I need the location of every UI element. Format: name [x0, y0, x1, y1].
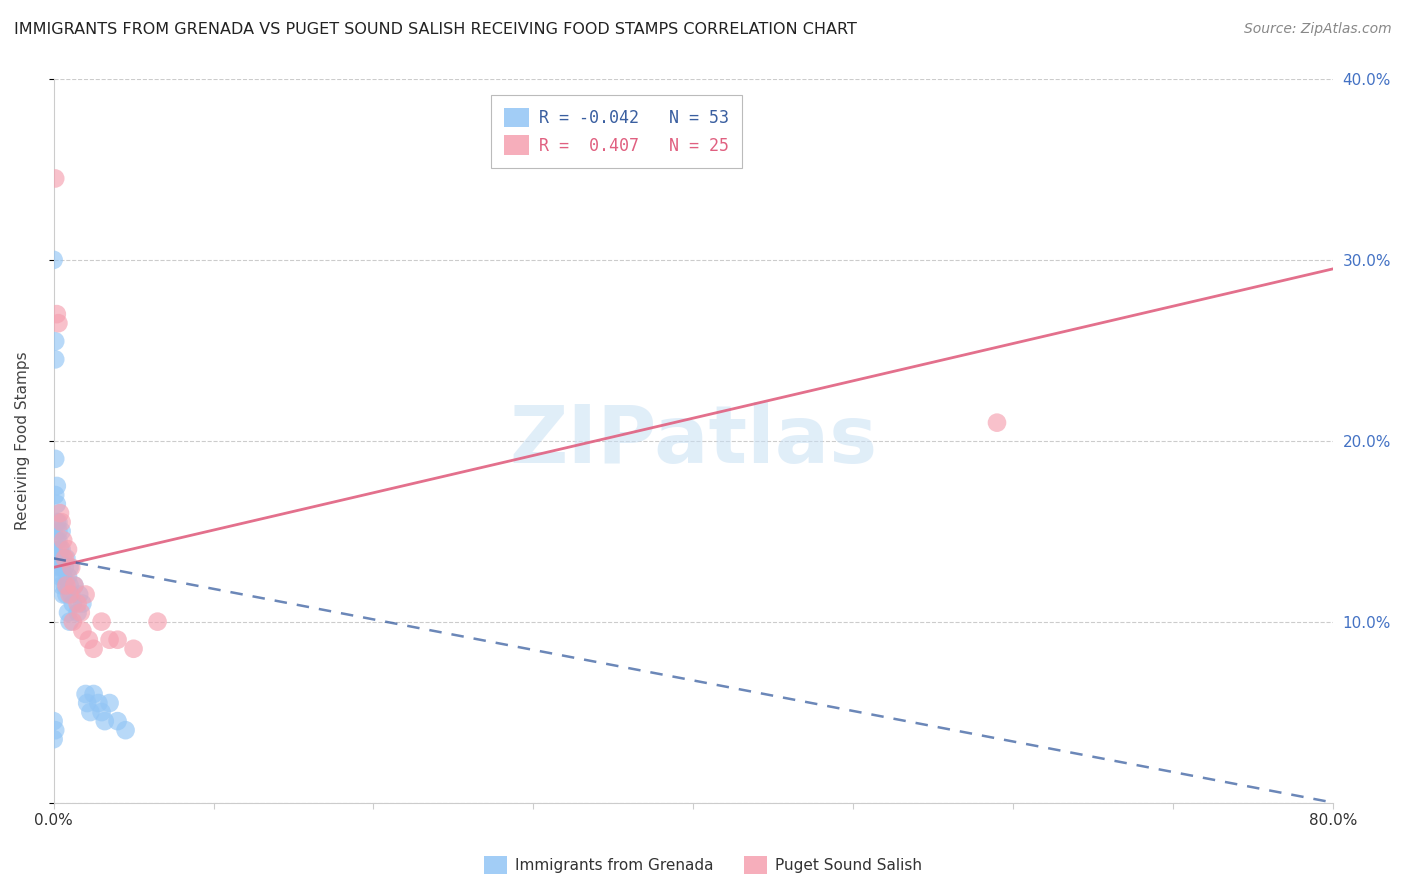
Y-axis label: Receiving Food Stamps: Receiving Food Stamps	[15, 351, 30, 530]
Point	[44, 723, 66, 738]
Legend: Immigrants from Grenada, Puget Sound Salish: Immigrants from Grenada, Puget Sound Sal…	[478, 850, 928, 880]
Point	[48, 524, 70, 539]
Point	[72, 597, 94, 611]
Point	[90, 615, 112, 629]
Point	[62, 597, 84, 611]
Point	[49, 542, 72, 557]
Point	[56, 569, 79, 583]
Point	[98, 632, 121, 647]
Point	[42, 714, 65, 728]
Point	[107, 714, 129, 728]
Point	[42, 252, 65, 267]
Point	[76, 696, 98, 710]
Point	[83, 641, 105, 656]
Point	[67, 587, 90, 601]
Point	[55, 551, 77, 566]
Point	[56, 606, 79, 620]
Point	[48, 316, 70, 330]
Point	[51, 560, 73, 574]
Point	[52, 533, 75, 548]
Point	[60, 560, 83, 574]
Point	[45, 497, 67, 511]
Point	[63, 578, 86, 592]
Point	[48, 533, 70, 548]
Point	[66, 606, 89, 620]
Point	[51, 542, 73, 557]
Point	[107, 632, 129, 647]
Point	[42, 732, 65, 747]
Point	[53, 578, 76, 592]
Point	[75, 687, 97, 701]
Point	[53, 560, 76, 574]
Point	[90, 705, 112, 719]
Text: IMMIGRANTS FROM GRENADA VS PUGET SOUND SALISH RECEIVING FOOD STAMPS CORRELATION : IMMIGRANTS FROM GRENADA VS PUGET SOUND S…	[14, 22, 856, 37]
Point	[986, 416, 1008, 430]
Point	[98, 696, 121, 710]
Point	[75, 587, 97, 601]
Point	[94, 714, 117, 728]
Point	[52, 587, 75, 601]
Point	[45, 551, 67, 566]
Point	[55, 578, 77, 592]
Point	[122, 641, 145, 656]
Point	[72, 624, 94, 638]
Point	[45, 533, 67, 548]
Point	[77, 632, 100, 647]
Point	[45, 307, 67, 321]
Point	[44, 334, 66, 349]
Point	[44, 352, 66, 367]
Point	[63, 578, 86, 592]
Point	[66, 597, 89, 611]
Point	[48, 515, 70, 529]
Point	[45, 515, 67, 529]
Point	[114, 723, 136, 738]
Point	[79, 705, 101, 719]
Point	[49, 506, 72, 520]
Point	[55, 587, 77, 601]
Point	[59, 578, 82, 592]
Point	[48, 560, 70, 574]
Point	[59, 587, 82, 601]
Point	[56, 542, 79, 557]
Point	[51, 578, 73, 592]
Point	[83, 687, 105, 701]
Point	[52, 551, 75, 566]
Point	[44, 171, 66, 186]
Point	[53, 551, 76, 566]
Text: ZIPatlas: ZIPatlas	[509, 401, 877, 480]
Point	[87, 696, 110, 710]
Text: Source: ZipAtlas.com: Source: ZipAtlas.com	[1244, 22, 1392, 37]
Point	[51, 524, 73, 539]
Point	[44, 451, 66, 466]
Legend: R = -0.042   N = 53, R =  0.407   N = 25: R = -0.042 N = 53, R = 0.407 N = 25	[491, 95, 742, 168]
Point	[59, 615, 82, 629]
Point	[62, 615, 84, 629]
Point	[45, 479, 67, 493]
Point	[52, 569, 75, 583]
Point	[48, 551, 70, 566]
Point	[44, 488, 66, 502]
Point	[51, 515, 73, 529]
Point	[49, 569, 72, 583]
Point	[59, 560, 82, 574]
Point	[49, 551, 72, 566]
Point	[146, 615, 169, 629]
Point	[69, 606, 91, 620]
Point	[60, 587, 83, 601]
